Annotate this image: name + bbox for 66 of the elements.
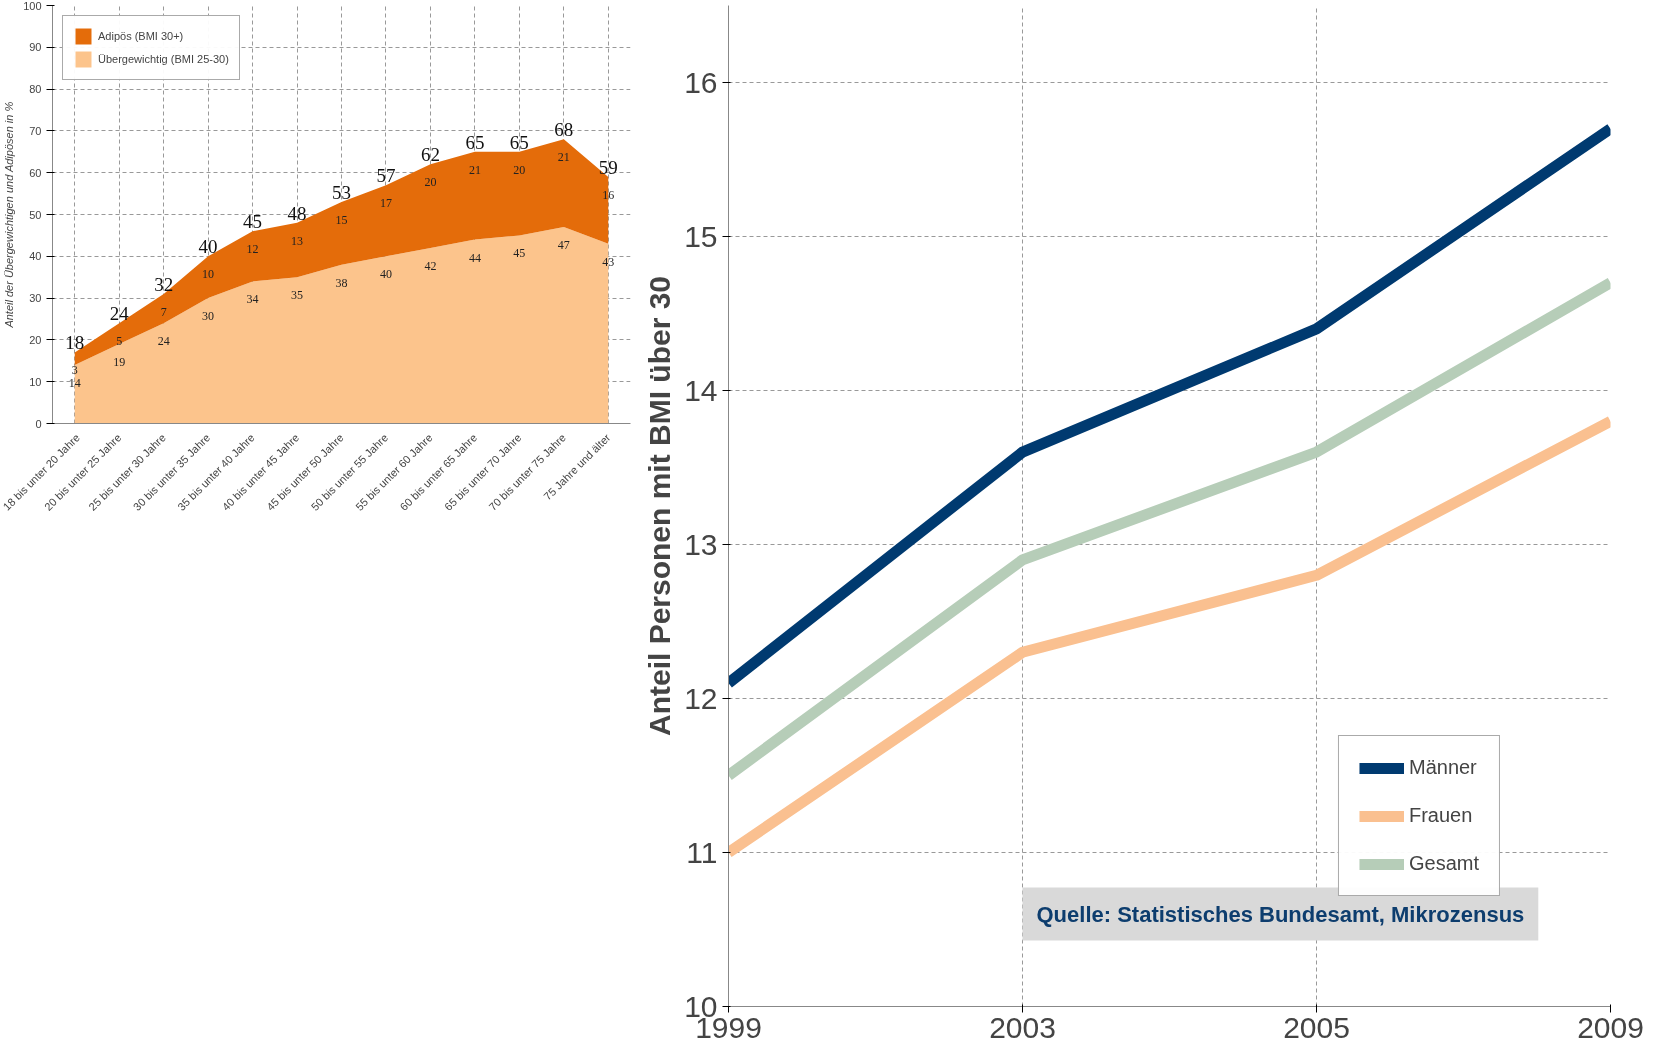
y-tick-label: 100 (23, 0, 42, 12)
data-label: 20 (424, 175, 437, 190)
total-label: 48 (287, 202, 307, 224)
y-tick-label: 12 (684, 681, 718, 715)
legend-label: Adipös (BMI 30+) (98, 30, 184, 42)
y-tick-label: 13 (684, 527, 718, 561)
data-label: 45 (513, 246, 526, 261)
total-label: 40 (198, 236, 218, 258)
data-label: 3 (71, 363, 78, 378)
total-label: 53 (332, 181, 351, 203)
y-tick-label: 14 (684, 373, 718, 407)
total-label: 65 (509, 131, 529, 153)
total-label: 18 (65, 332, 85, 354)
data-label: 35 (291, 288, 304, 303)
data-label: 34 (246, 292, 259, 307)
total-label: 59 (598, 156, 618, 178)
data-label: 13 (291, 233, 304, 248)
legend-label: Frauen (1408, 804, 1473, 827)
data-label: 19 (113, 355, 126, 370)
legend-label: Übergewichtig (BMI 25-30) (98, 53, 229, 65)
data-label: 15 (335, 212, 348, 227)
x-tick-label: 2005 (1283, 1010, 1350, 1044)
y-tick-label: 30 (29, 292, 42, 305)
data-label: 20 (513, 162, 526, 177)
total-label: 62 (420, 144, 440, 166)
data-label: 30 (202, 309, 215, 324)
total-label: 65 (465, 131, 485, 153)
data-label: 24 (157, 334, 170, 349)
data-label: 42 (424, 258, 437, 273)
legend-label: Männer (1408, 756, 1477, 779)
data-label: 5 (116, 334, 123, 349)
y-tick-label: 20 (29, 333, 42, 346)
x-tick-label: 2009 (1577, 1010, 1644, 1044)
data-label: 14 (68, 375, 81, 390)
data-label: 40 (379, 267, 392, 282)
data-label: 7 (160, 304, 167, 319)
data-label: 44 (468, 250, 481, 265)
annotation: Quelle: Statistisches Bundesamt, Mikrozensus (1036, 901, 1525, 927)
y-tick-label: 80 (29, 83, 42, 96)
y-tick-label: 70 (29, 124, 42, 137)
y-tick-label: 16 (684, 65, 718, 99)
data-label: 21 (468, 162, 481, 177)
data-label: 17 (379, 196, 392, 211)
data-label: 10 (202, 267, 215, 282)
total-label: 45 (243, 211, 263, 233)
legend-label: Gesamt (1408, 852, 1479, 875)
y-tick-label: 15 (684, 219, 718, 253)
data-label: 12 (246, 242, 259, 257)
y-axis-title: Anteil der Übergewichtigen und Adipösen in % (3, 101, 16, 329)
y-tick-label: 11 (686, 835, 718, 869)
y-tick-label: 0 (35, 417, 42, 430)
y-tick-label: 60 (29, 166, 42, 179)
x-tick-label: 2003 (989, 1010, 1056, 1044)
total-label: 32 (154, 273, 174, 295)
y-tick-label: 50 (29, 208, 42, 221)
y-tick-label: 40 (29, 250, 42, 263)
data-label: 43 (602, 254, 615, 269)
total-label: 57 (376, 165, 396, 187)
data-label: 38 (335, 275, 348, 290)
total-label: 24 (109, 303, 130, 325)
total-label: 68 (554, 119, 574, 141)
data-label: 21 (557, 150, 570, 165)
y-tick-label: 90 (29, 41, 42, 54)
y-tick-label: 10 (29, 375, 42, 388)
data-label: 47 (557, 238, 570, 253)
y-axis-title: Anteil Personen mit BMI über 30 (643, 275, 677, 737)
